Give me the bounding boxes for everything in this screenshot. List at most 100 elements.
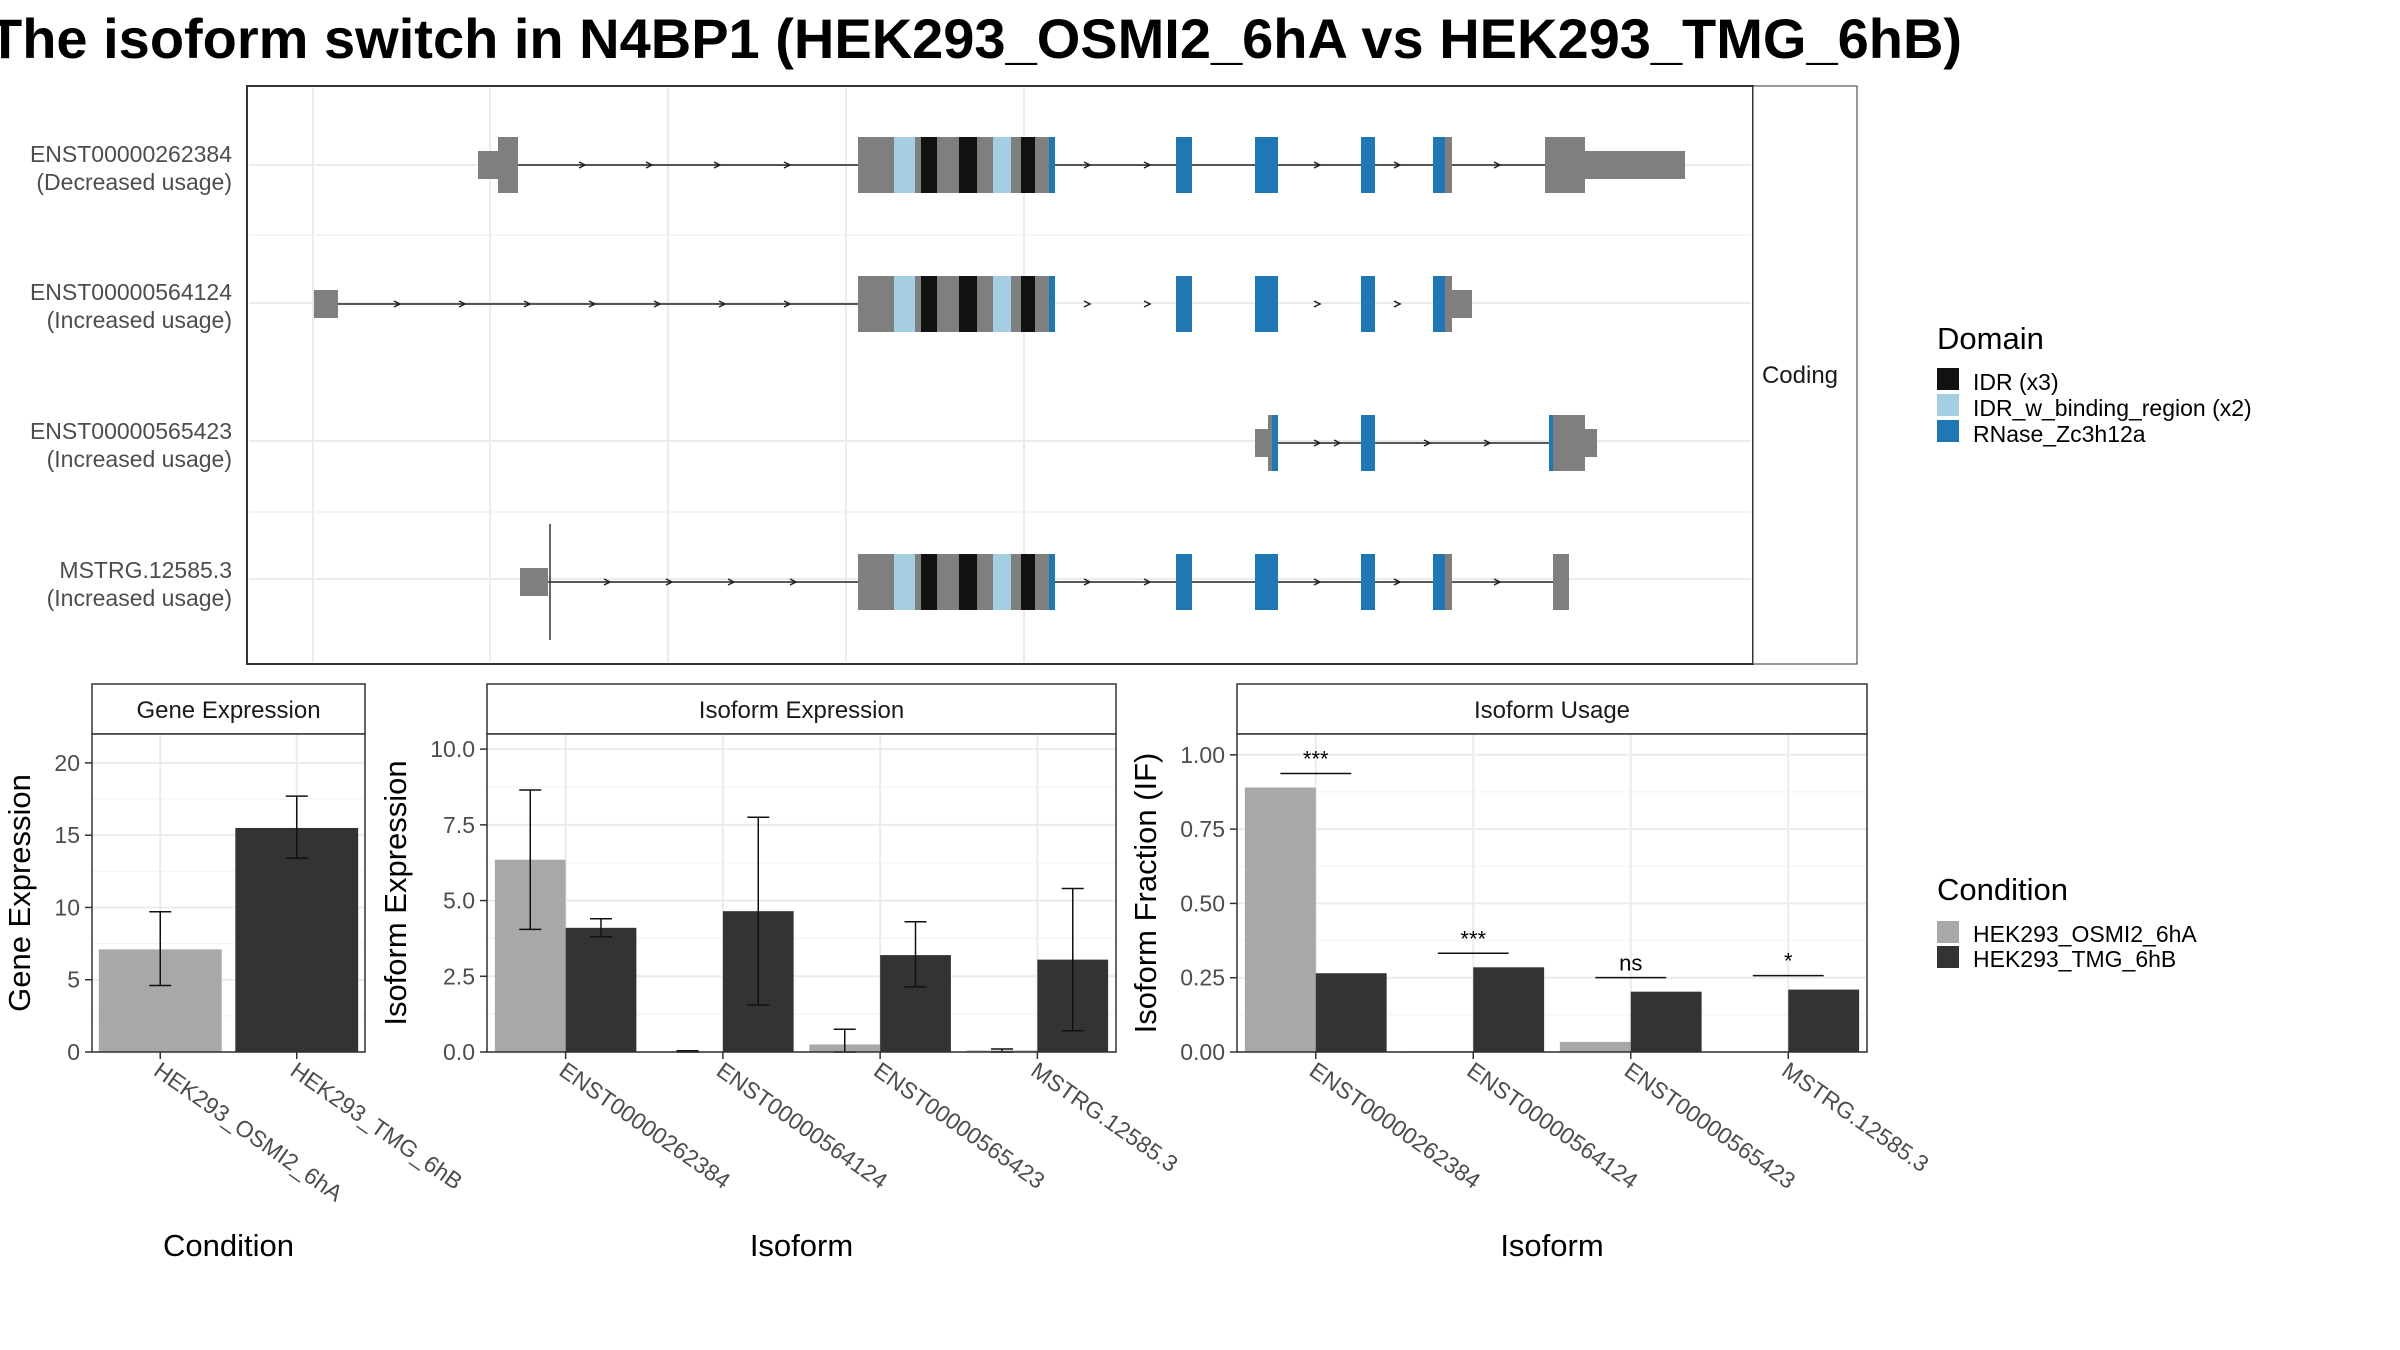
intron-arrow-7 — [1313, 161, 1322, 169]
exon-block-14 — [1176, 276, 1192, 332]
bar-2-1 — [235, 827, 359, 1052]
x-tick-label-1: ENST00000262384 — [555, 1057, 736, 1194]
isoform-label-1-id: ENST00000262384 — [30, 141, 232, 167]
isoform-label-2-usage: (Increased usage) — [47, 307, 232, 333]
exon-block-9 — [977, 137, 993, 193]
condition-legend: Condition HEK293_OSMI2_6hA HEK293_TMG_6h… — [1937, 872, 2197, 972]
exon-block-1 — [478, 151, 498, 179]
y-tick-label-3: 5.0 — [443, 888, 475, 914]
legend-swatch-idr-binding — [1937, 394, 1959, 416]
exon-block-18 — [1445, 554, 1452, 610]
sig-label-1: *** — [1303, 746, 1329, 771]
y-tick-label-5: 20 — [54, 750, 80, 776]
intron-arrow-4 — [783, 161, 792, 169]
exon-block-6 — [921, 137, 937, 193]
exon-block-16 — [1255, 137, 1278, 193]
intron-arrow-5 — [653, 300, 662, 308]
exon-block-12 — [1035, 276, 1049, 332]
exon-block-11 — [1011, 137, 1021, 193]
y-tick-label-3: 10 — [54, 894, 80, 920]
y-axis-title: Gene Expression — [2, 774, 37, 1012]
isoform-label-1-usage: (Decreased usage) — [36, 169, 232, 195]
exon-block-19 — [1452, 290, 1472, 318]
exon-block-8 — [959, 137, 977, 193]
y-tick-label-5: 10.0 — [430, 736, 475, 762]
isoform-usage-panel: Isoform Usage 0.00 0.25 0.50 0.75 1.00 ENST000… — [1128, 683, 1934, 1263]
error-bar-2-2 — [747, 816, 770, 1006]
legend-label-idr-binding: IDR_w_binding_region (x2) — [1973, 395, 2252, 421]
exon-block-6 — [937, 276, 959, 332]
intron-arrow-9 — [1493, 578, 1502, 586]
error-bar-2-1 — [285, 795, 308, 860]
panel-strip-title: Isoform Expression — [699, 697, 904, 724]
error-bar-1-1 — [519, 789, 542, 931]
intron-arrow-1 — [603, 578, 612, 586]
intron-arrow-3 — [713, 161, 722, 169]
exon-block-18 — [1445, 276, 1452, 332]
exon-block-1 — [1255, 429, 1268, 457]
intron-arrow-2 — [665, 578, 674, 586]
isoform-expression-panel: Isoform Expression 0.0 2.5 5.0 7.5 10.0 ENST00… — [378, 683, 1183, 1263]
x-axis-title: Isoform — [1500, 1228, 1603, 1263]
x-tick-label-4: MSTRG.12585.3 — [1777, 1057, 1933, 1177]
intron-arrow-11 — [1393, 300, 1402, 308]
x-tick-label-4: MSTRG.12585.3 — [1027, 1057, 1183, 1177]
panel-frame — [486, 733, 1117, 1053]
exon-block-19 — [1445, 137, 1452, 193]
isoform-track-2 — [314, 276, 1472, 332]
figure-title: The isoform switch in N4BP1 (HEK293_OSMI… — [0, 7, 1962, 70]
isoform-label-4-usage: (Increased usage) — [47, 585, 232, 611]
exon-block-10 — [993, 137, 1011, 193]
intron-arrow-9 — [1493, 161, 1502, 169]
panel-frame — [1236, 733, 1868, 1053]
bar-1-1 — [1244, 787, 1316, 1052]
coding-strip-label: Coding — [1762, 362, 1838, 389]
exon-block-15 — [1255, 554, 1278, 610]
exon-block-4 — [915, 276, 921, 332]
exon-block-16 — [1361, 554, 1375, 610]
exon-block-13 — [1049, 554, 1055, 610]
exon-block-5 — [1549, 415, 1553, 471]
exon-block-20 — [1545, 137, 1585, 193]
legend-swatch-cond-b — [1937, 946, 1959, 968]
x-tick-label-3: ENST00000565423 — [869, 1057, 1049, 1194]
intron-arrow-3 — [523, 300, 532, 308]
x-axis-title: Condition — [163, 1228, 294, 1263]
error-bar-3-2 — [904, 921, 927, 988]
isoform-label-2-id: ENST00000564124 — [30, 279, 232, 305]
exon-block-17 — [1433, 276, 1445, 332]
intron-arrow-3 — [1423, 439, 1432, 447]
y-axis-title: Isoform Fraction (IF) — [1128, 753, 1163, 1034]
y-tick-label-4: 15 — [54, 822, 80, 848]
bar-1-2 — [1315, 973, 1387, 1052]
exon-block-7 — [937, 137, 959, 193]
intron-arrow-2 — [645, 161, 654, 169]
intron-arrow-5 — [1083, 161, 1092, 169]
exon-block-12 — [1021, 137, 1035, 193]
panel-strip-title: Isoform Usage — [1474, 697, 1630, 724]
structure-tracks — [314, 137, 1685, 640]
exon-block-8 — [977, 276, 993, 332]
y-tick-label-1: 0.0 — [443, 1039, 475, 1065]
y-tick-label-2: 5 — [67, 967, 80, 993]
coding-strip — [1752, 85, 1858, 665]
intron-arrow-3 — [727, 578, 736, 586]
exon-block-2 — [858, 554, 894, 610]
exon-block-2 — [858, 276, 894, 332]
exon-block-4 — [1361, 415, 1375, 471]
exon-block-8 — [977, 554, 993, 610]
exon-block-15 — [1176, 137, 1192, 193]
bar-2-2 — [1473, 967, 1545, 1052]
intron-arrow-7 — [783, 300, 792, 308]
panel-strip-title: Gene Expression — [136, 697, 320, 724]
intron-arrow-5 — [1083, 578, 1092, 586]
exon-block-1 — [314, 290, 338, 318]
isoform-label-4-id: MSTRG.12585.3 — [59, 557, 232, 583]
domain-legend: Domain IDR (x3) IDR_w_binding_region (x2… — [1937, 321, 2252, 447]
y-tick-label-1: 0.00 — [1180, 1039, 1225, 1065]
legend-swatch-idr — [1937, 368, 1959, 390]
exon-block-10 — [1011, 554, 1021, 610]
y-tick-label-3: 0.50 — [1180, 890, 1225, 916]
legend-swatch-rnase — [1937, 420, 1959, 442]
x-tick-label-2: ENST00000564124 — [1462, 1057, 1643, 1194]
